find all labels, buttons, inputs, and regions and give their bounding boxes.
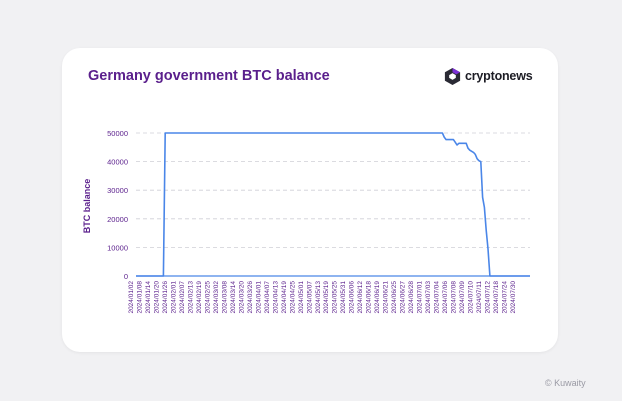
- x-tick-label: 2024/01/02: [128, 281, 135, 314]
- x-tick-label: 2024/04/01: [255, 281, 262, 314]
- x-tick-label: 2024/07/10: [468, 281, 475, 314]
- brand-logo: cryptonews: [443, 66, 533, 86]
- series-line: [136, 132, 530, 277]
- y-tick-label: 10000: [107, 243, 128, 252]
- brand-name: cryptonews: [465, 69, 533, 83]
- y-tick-label: 0: [124, 272, 128, 281]
- y-tick-label: 50000: [107, 129, 128, 138]
- x-tick-label: 2024/07/06: [442, 281, 449, 314]
- x-tick-label: 2024/01/14: [145, 281, 152, 314]
- x-tick-label: 2024/05/31: [340, 281, 347, 314]
- x-tick-label: 2024/03/14: [230, 281, 237, 314]
- x-tick-label: 2024/04/25: [289, 281, 296, 314]
- x-tick-label: 2024/02/01: [170, 281, 177, 314]
- x-tick-label: 2024/07/04: [434, 281, 441, 314]
- x-tick-label: 2024/05/01: [298, 281, 305, 314]
- x-tick-label: 2024/06/21: [383, 281, 390, 314]
- x-tick-label: 2024/02/19: [196, 281, 203, 314]
- x-tick-label: 2024/06/19: [374, 281, 381, 314]
- x-tick-label: 2024/02/25: [204, 281, 211, 314]
- x-tick-label: 2024/04/13: [272, 281, 279, 314]
- x-tick-label: 2024/07/24: [502, 281, 509, 314]
- x-tick-label: 2024/06/12: [357, 281, 364, 314]
- x-tick-label: 2024/07/18: [493, 281, 500, 314]
- chart-card: [62, 48, 558, 352]
- x-tick-label: 2024/06/27: [400, 281, 407, 314]
- x-tick-label: 2024/03/08: [221, 281, 228, 314]
- x-tick-label: 2024/01/20: [153, 281, 160, 314]
- cryptonews-logo-icon: [444, 67, 461, 85]
- y-tick-label: 40000: [107, 158, 128, 167]
- x-tick-label: 2024/06/18: [366, 281, 373, 314]
- x-tick-label: 2024/06/28: [408, 281, 415, 314]
- x-tick-label: 2024/07/03: [425, 281, 432, 314]
- x-tick-label: 2024/02/13: [187, 281, 194, 314]
- x-tick-label: 2024/06/25: [391, 281, 398, 314]
- x-tick-label: 2024/05/19: [323, 281, 330, 314]
- x-tick-label: 2024/05/07: [306, 281, 313, 314]
- x-tick-label: 2024/03/26: [247, 281, 254, 314]
- x-tick-label: 2024/07/12: [485, 281, 492, 314]
- x-tick-label: 2024/06/06: [349, 281, 356, 314]
- x-tick-label: 2024/04/19: [281, 281, 288, 314]
- x-tick-label: 2024/01/08: [136, 281, 143, 314]
- chart-title: Germany government BTC balance: [88, 68, 330, 84]
- x-tick-label: 2024/07/30: [510, 281, 517, 314]
- x-tick-label: 2024/03/02: [213, 281, 220, 314]
- x-tick-label: 2024/07/11: [476, 281, 483, 313]
- x-tick-label: 2024/07/01: [417, 281, 424, 314]
- x-tick-label: 2024/02/07: [179, 281, 186, 314]
- x-tick-label: 2024/05/13: [315, 281, 322, 314]
- x-tick-label: 2024/05/25: [332, 281, 339, 314]
- x-tick-label: 2024/03/20: [238, 281, 245, 314]
- x-tick-label: 2024/04/07: [264, 281, 271, 314]
- logo-cutout: [449, 72, 456, 80]
- x-tick-label: 2024/07/08: [451, 281, 458, 314]
- x-tick-label: 2024/01/26: [162, 281, 169, 314]
- logo-accent: [452, 67, 461, 74]
- y-tick-label: 20000: [107, 215, 128, 224]
- x-tick-label: 2024/07/09: [459, 281, 466, 314]
- watermark: © Kuwaity: [545, 378, 586, 388]
- y-tick-label: 30000: [107, 186, 128, 195]
